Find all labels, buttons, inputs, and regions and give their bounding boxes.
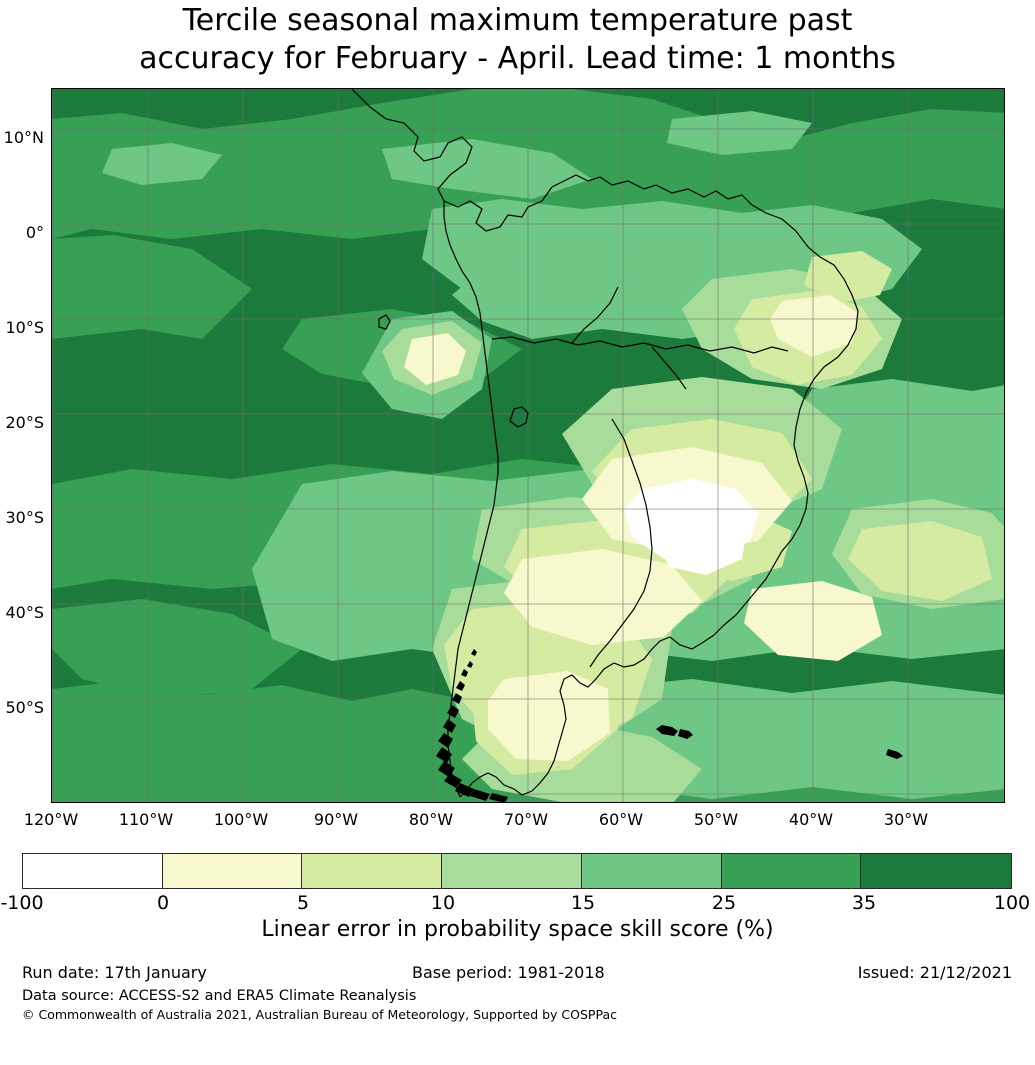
title-line-2: accuracy for February - April. Lead time… [139,41,896,76]
x-tick-110W: 110°W [118,810,174,829]
copyright-notice: © Commonwealth of Australia 2021, Austra… [22,1007,617,1022]
colorbar[interactable] [22,853,1012,889]
y-tick-40S: 40°S [5,603,44,622]
colorbar-segment-1 [162,854,303,888]
x-tick-40W: 40°W [788,810,834,829]
colorbar-title: Linear error in probability space skill … [261,917,774,942]
map-canvas [52,89,1004,802]
x-tick-120W: 120°W [23,810,79,829]
base-period: Base period: 1981-2018 [412,963,605,982]
footer-row: Run date: 17th January Base period: 1981… [22,963,1012,985]
x-tick-60W: 60°W [598,810,644,829]
colorbar-tick-15: 15 [570,892,596,914]
colorbar-tick-0: 0 [156,892,170,914]
y-tick-10S: 10°S [5,318,44,337]
x-tick-30W: 30°W [883,810,929,829]
x-tick-70W: 70°W [503,810,549,829]
y-tick-50S: 50°S [5,698,44,717]
colorbar-tick-100: 100 [993,892,1031,914]
colorbar-segment-5 [721,854,862,888]
colorbar-tick-35: 35 [851,892,877,914]
x-tick-90W: 90°W [313,810,359,829]
colorbar-tick-10: 10 [430,892,456,914]
y-tick-10N: 10°N [3,128,44,147]
colorbar-segment-3 [442,854,582,888]
patagonia-islands [436,649,903,802]
title-line-1: Tercile seasonal maximum temperature pas… [182,3,853,38]
issued-date: Issued: 21/12/2021 [857,963,1012,982]
colorbar-tick-25: 25 [711,892,737,914]
x-tick-100W: 100°W [213,810,269,829]
x-tick-80W: 80°W [408,810,454,829]
colorbar-segment-0 [23,854,163,888]
y-tick-30S: 30°S [5,508,44,527]
band-neg100-0 [624,479,758,575]
run-date: Run date: 17th January [22,963,207,982]
page-title: Tercile seasonal maximum temperature pas… [0,2,1035,78]
colorbar-tick-neg100: -100 [0,892,44,914]
y-tick-20S: 20°S [5,413,44,432]
graticule [52,89,1004,802]
colorbar-segment-4 [581,854,722,888]
coastline [351,89,859,798]
x-tick-50W: 50°W [693,810,739,829]
y-tick-0: 0° [25,223,44,242]
colorbar-tick-5: 5 [296,892,310,914]
skill-score-map[interactable] [51,88,1005,803]
colorbar-segment-2 [302,854,443,888]
data-source: Data source: ACCESS-S2 and ERA5 Climate … [22,988,417,1004]
colorbar-segment-6 [861,854,1011,888]
